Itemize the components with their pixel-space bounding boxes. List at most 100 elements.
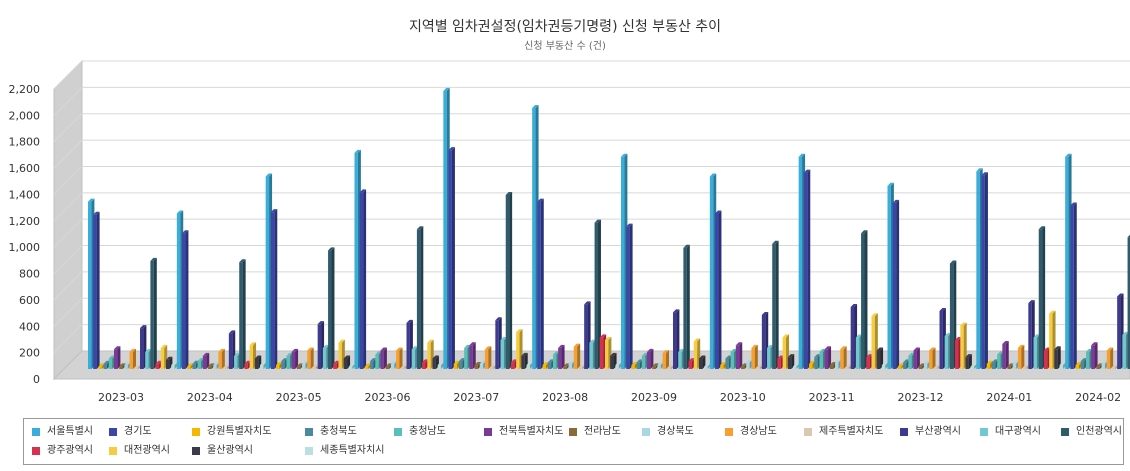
bar-face xyxy=(704,366,708,369)
bar-face xyxy=(302,363,306,369)
gridline-side xyxy=(53,245,83,274)
bar-face xyxy=(725,358,729,369)
bar-side xyxy=(488,346,492,369)
bar-face xyxy=(1065,156,1069,369)
bar-face xyxy=(281,361,285,369)
bar-top xyxy=(119,363,126,367)
bar-face xyxy=(1043,350,1048,369)
bar-side xyxy=(916,347,920,369)
bar-top xyxy=(1023,364,1030,368)
bar-top xyxy=(1054,346,1061,350)
bar-face xyxy=(208,366,212,369)
bar-top xyxy=(1043,347,1051,351)
bar-face xyxy=(913,350,917,369)
bar-top xyxy=(558,344,565,348)
bar-top xyxy=(829,362,837,366)
bar-side xyxy=(864,230,868,369)
bar-top xyxy=(98,363,105,367)
bar-face xyxy=(490,367,494,369)
bar-top xyxy=(129,348,136,352)
bar-face xyxy=(855,337,860,369)
bar-face xyxy=(777,358,781,369)
bar-face xyxy=(908,355,912,369)
bar-side xyxy=(775,240,779,369)
y-tick-label: 1,800 xyxy=(9,136,41,149)
legend-label: 부산광역시 xyxy=(915,426,961,437)
y-tick-label: 1,400 xyxy=(9,188,41,201)
gridline-side xyxy=(53,87,83,116)
bar xyxy=(558,344,565,369)
legend-label: 전라남도 xyxy=(584,426,621,437)
y-tick-label: 400 xyxy=(19,320,40,333)
x-tick-label: 2024-01 xyxy=(986,391,1032,404)
bar-face xyxy=(182,233,186,369)
bar-top xyxy=(584,301,591,305)
bar-face xyxy=(955,340,959,369)
bar-side xyxy=(754,344,758,369)
bar-top xyxy=(563,363,570,367)
bar-face xyxy=(516,332,520,369)
bar-face xyxy=(521,355,525,369)
bar-side xyxy=(597,219,601,369)
bar xyxy=(416,226,424,369)
legend-label: 대전광역시 xyxy=(124,445,170,456)
bar-face xyxy=(756,367,761,369)
bar-top xyxy=(949,260,957,264)
legend-label: 강원특별자치도 xyxy=(207,426,272,437)
bar-top xyxy=(469,342,476,346)
bar-top xyxy=(1091,342,1098,346)
bar-face xyxy=(610,355,614,369)
bar-side xyxy=(577,343,581,369)
bar-top xyxy=(370,358,377,362)
bar-top xyxy=(474,362,481,366)
bar-top xyxy=(88,198,95,202)
legend-swatch xyxy=(109,447,117,455)
bar-side xyxy=(133,348,136,369)
bar-top xyxy=(322,344,330,348)
bar-top xyxy=(965,354,972,358)
bar-top xyxy=(803,169,811,173)
bar-face xyxy=(861,233,865,369)
bar-face xyxy=(934,367,938,369)
bar xyxy=(965,354,972,369)
bar-top xyxy=(876,347,884,351)
bar-top xyxy=(114,346,121,350)
bar-top xyxy=(787,354,795,358)
bar-side xyxy=(828,346,832,369)
bar-top xyxy=(772,240,779,244)
bar xyxy=(343,355,351,369)
bar-face xyxy=(1038,229,1043,369)
bar-top xyxy=(662,350,669,354)
bar-face xyxy=(254,358,259,369)
bar-face xyxy=(171,365,175,369)
bar-face xyxy=(223,367,228,369)
bar xyxy=(1038,226,1046,369)
bar-top xyxy=(276,362,283,366)
bar-face xyxy=(343,358,348,369)
bar-top xyxy=(730,348,738,352)
bar-top xyxy=(892,199,900,203)
bar-top xyxy=(1080,358,1088,362)
bar-side xyxy=(274,209,278,369)
bar-face xyxy=(578,367,583,369)
bar-side xyxy=(1073,202,1077,369)
bar-top xyxy=(1059,362,1066,366)
bar-top xyxy=(484,346,492,350)
bar-top xyxy=(631,362,638,366)
bar xyxy=(396,347,403,369)
bar-face xyxy=(1075,365,1079,369)
bar-face xyxy=(249,345,254,369)
bar xyxy=(202,352,210,369)
bar-top xyxy=(871,313,878,317)
bar-face xyxy=(563,366,567,369)
legend-swatch xyxy=(394,428,402,436)
bar-face xyxy=(997,354,1001,369)
bar-top xyxy=(903,359,910,363)
bar-top xyxy=(1106,347,1114,351)
bar-top xyxy=(1085,348,1093,352)
bar-face xyxy=(322,347,327,369)
bar xyxy=(484,346,492,369)
bar-top xyxy=(286,352,293,356)
bar-face xyxy=(1049,313,1053,369)
bar-side xyxy=(880,347,884,369)
